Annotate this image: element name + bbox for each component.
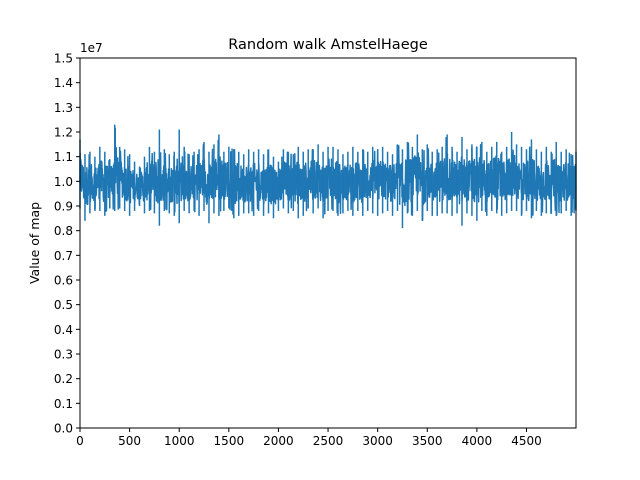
y-tick-label: 0.6 <box>54 274 73 288</box>
x-tick-label: 1000 <box>164 434 195 448</box>
y-tick-label: 1.0 <box>54 175 73 189</box>
y-tick-label: 0.1 <box>54 397 73 411</box>
x-axis: 0 500 1000 1500 2000 2500 3000 3500 4000 4500 <box>76 428 542 448</box>
y-tick-label: 0.9 <box>54 200 73 214</box>
x-tick-label: 2000 <box>263 434 294 448</box>
y-offset-label: 1e7 <box>80 41 103 55</box>
y-tick-label: 0.5 <box>54 298 73 312</box>
y-tick-label: 0.3 <box>54 348 73 362</box>
x-tick-label: 2500 <box>313 434 344 448</box>
x-tick-label: 500 <box>118 434 141 448</box>
chart-title: Random walk AmstelHaege <box>228 37 428 53</box>
plot-area <box>79 57 577 429</box>
plot-background <box>80 58 576 428</box>
y-tick-label: 0.4 <box>54 323 73 337</box>
y-tick-label: 1.5 <box>54 52 73 66</box>
x-tick-label: 3000 <box>362 434 393 448</box>
y-tick-label: 1.2 <box>54 126 73 140</box>
y-tick-label: 0.0 <box>54 422 73 436</box>
x-tick-label: 0 <box>76 434 84 448</box>
series-layer <box>79 124 577 229</box>
y-tick-label: 1.1 <box>54 150 73 164</box>
x-tick-label: 4000 <box>462 434 493 448</box>
x-tick-label: 1500 <box>214 434 245 448</box>
y-axis-label: Value of map <box>27 202 42 284</box>
y-tick-label: 1.4 <box>54 76 73 90</box>
y-tick-label: 0.7 <box>54 249 73 263</box>
y-tick-label: 1.3 <box>54 101 73 115</box>
x-tick-label: 3500 <box>412 434 443 448</box>
y-tick-label: 0.2 <box>54 372 73 386</box>
x-tick-label: 4500 <box>511 434 542 448</box>
y-tick-label: 0.8 <box>54 224 73 238</box>
y-axis: 0.0 0.1 0.2 0.3 0.4 0.5 0.6 0.7 0.8 0.9 1.0 1.1 1.2 1… <box>54 52 80 436</box>
